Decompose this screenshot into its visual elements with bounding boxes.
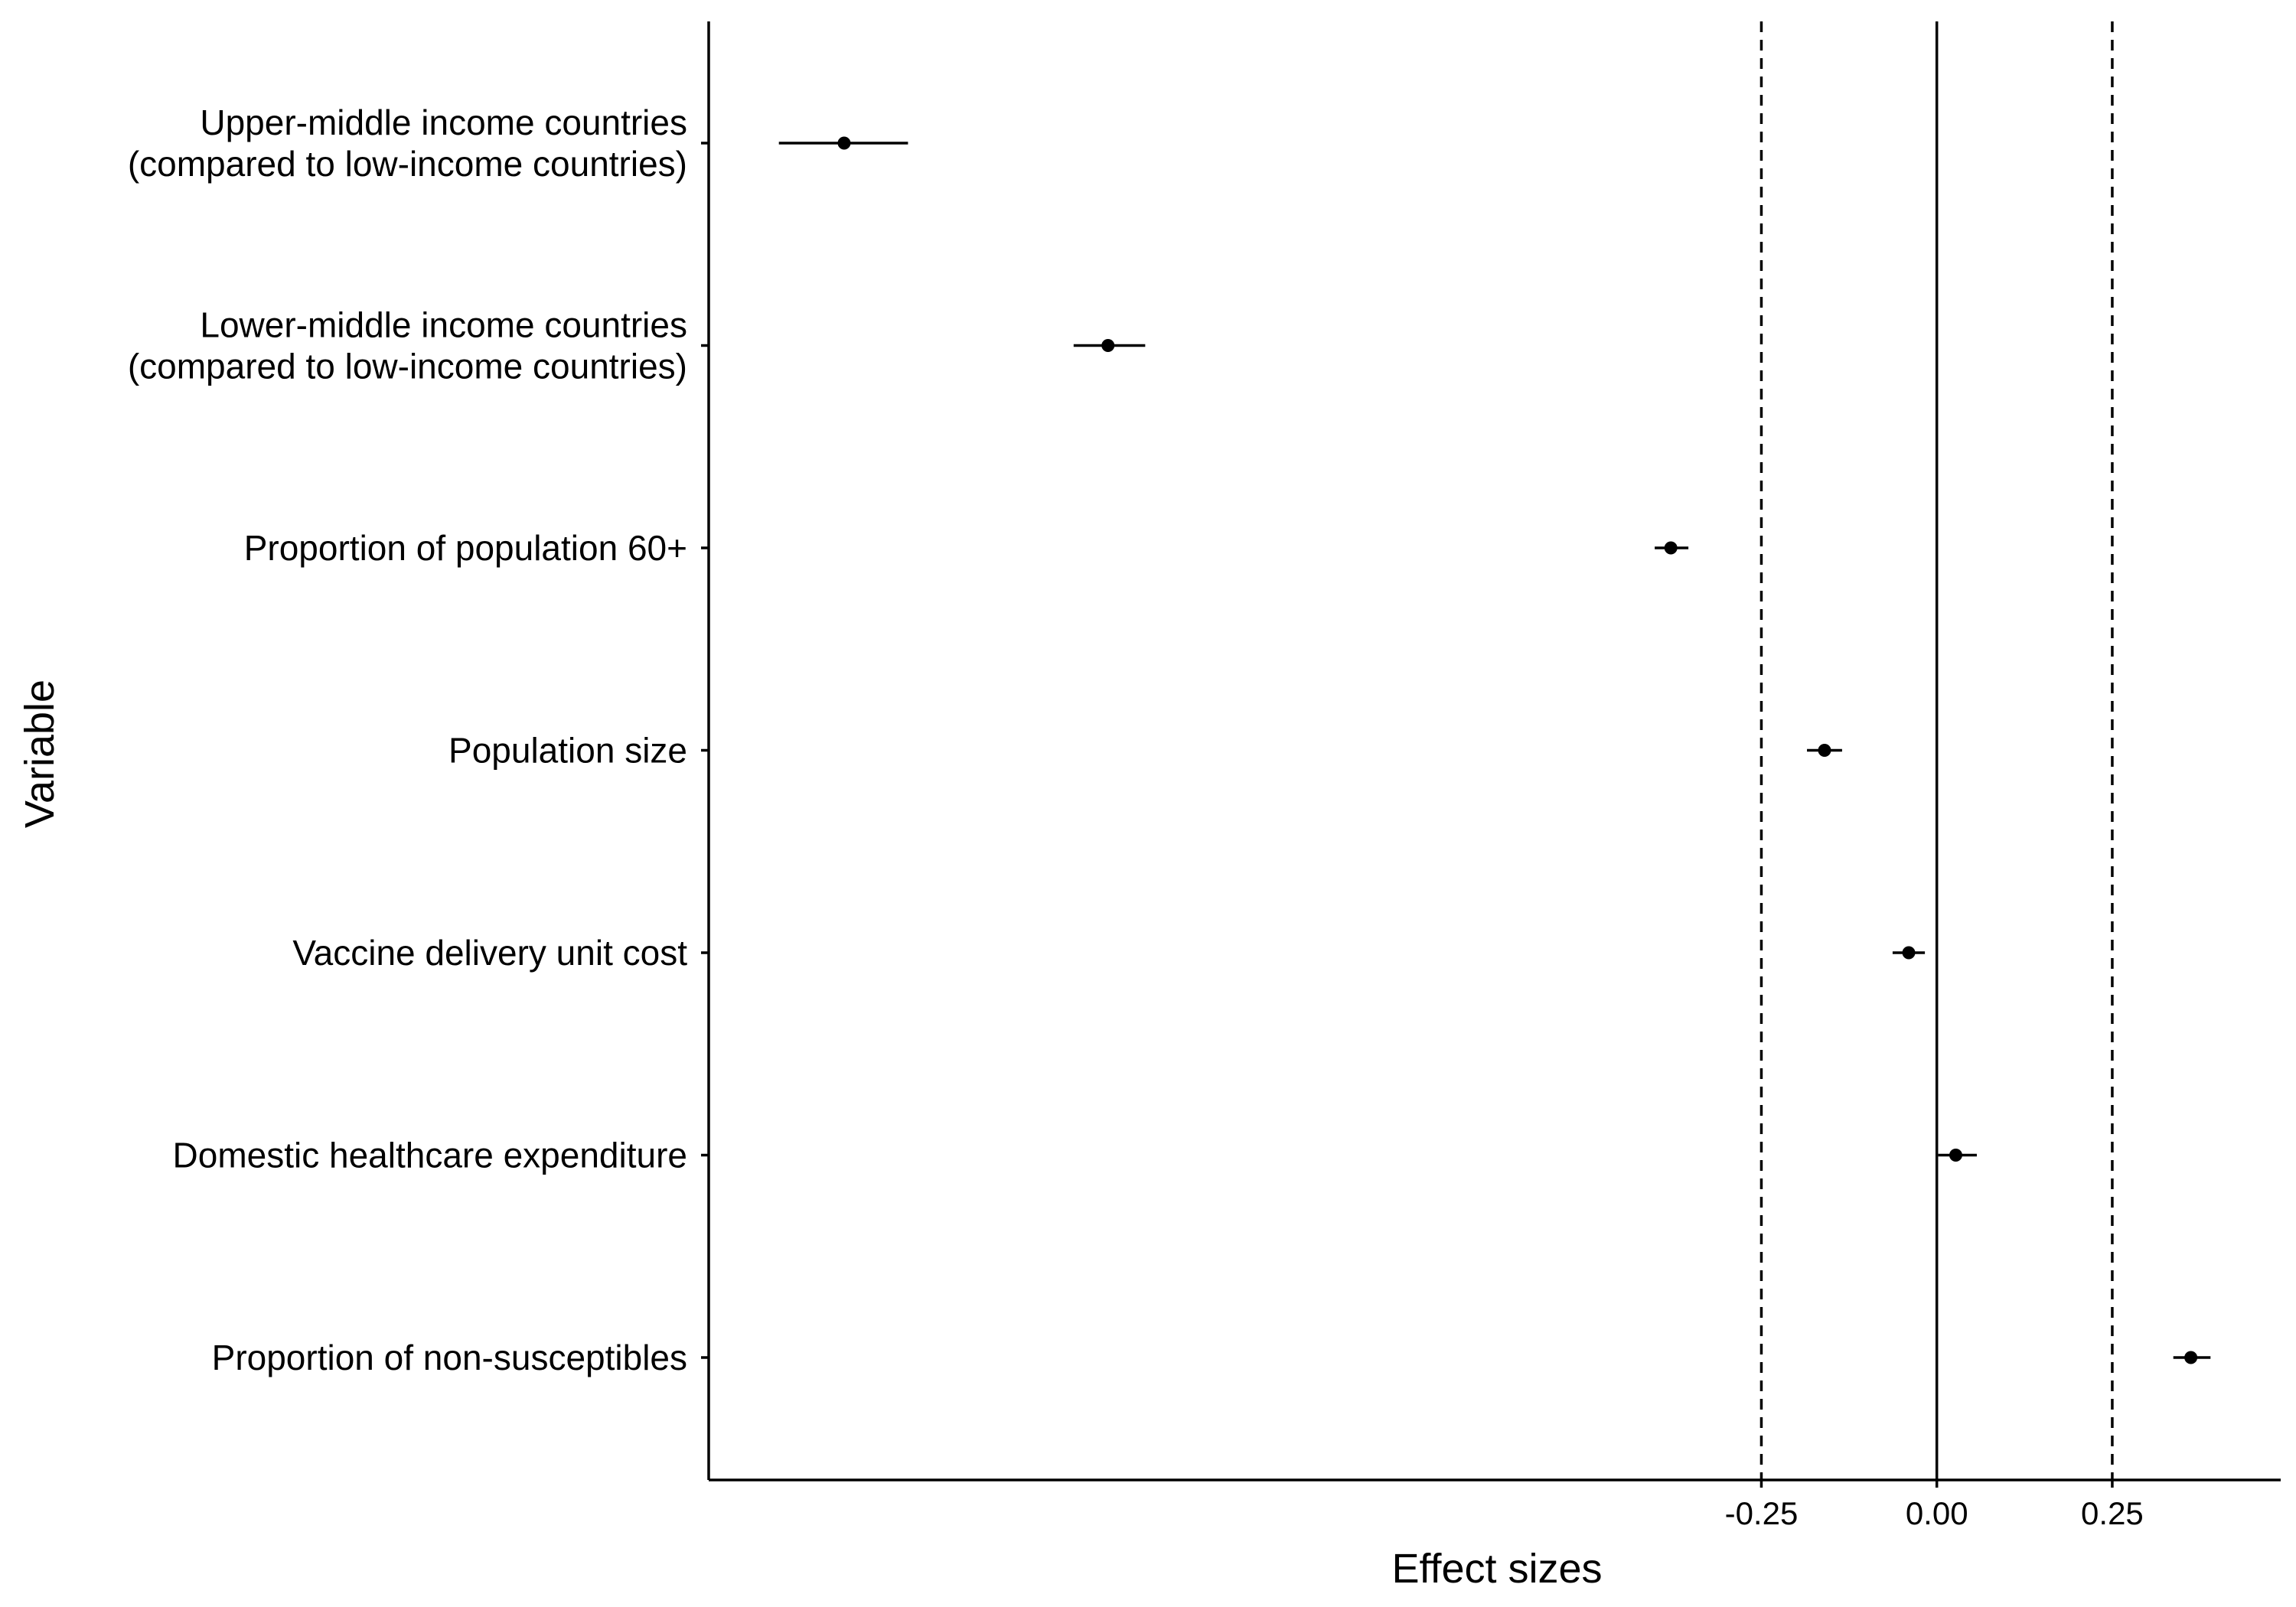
y-tick-label: (compared to low-income countries) bbox=[128, 144, 687, 184]
effect-point bbox=[1818, 744, 1831, 757]
x-tick-label: -0.25 bbox=[1725, 1495, 1799, 1531]
effect-point bbox=[1101, 339, 1115, 352]
reference-lines bbox=[1760, 21, 2114, 1480]
y-tick-label: Lower-middle income countries bbox=[200, 305, 687, 345]
y-axis-title: Variable bbox=[17, 680, 63, 828]
effect-point bbox=[1664, 541, 1678, 555]
y-tick-label: Upper-middle income countries bbox=[200, 103, 687, 142]
axes bbox=[707, 21, 2281, 1482]
y-tick-label: Domestic healthcare expenditure bbox=[173, 1136, 687, 1175]
y-tick-label: Proportion of population 60+ bbox=[244, 528, 687, 568]
x-axis-ticks: -0.25 0.00 0.25 bbox=[1725, 1480, 2144, 1531]
x-axis-title: Effect sizes bbox=[1391, 1546, 1602, 1592]
y-tick-label: Population size bbox=[448, 731, 687, 771]
confidence-intervals bbox=[778, 142, 2211, 1359]
y-axis-ticks: Upper-middle income countries(compared t… bbox=[128, 103, 709, 1377]
y-tick-label: Vaccine delivery unit cost bbox=[292, 933, 687, 973]
y-tick-label: Proportion of non-susceptibles bbox=[212, 1338, 687, 1377]
y-tick-label: (compared to low-income countries) bbox=[128, 347, 687, 386]
effect-points bbox=[837, 136, 2198, 1364]
effect-point bbox=[1902, 946, 1916, 960]
effect-point bbox=[1949, 1149, 1962, 1162]
effect-point bbox=[2184, 1351, 2198, 1364]
effect-point bbox=[837, 136, 851, 150]
x-tick-label: 0.00 bbox=[1906, 1495, 1968, 1531]
x-tick-label: 0.25 bbox=[2081, 1495, 2144, 1531]
